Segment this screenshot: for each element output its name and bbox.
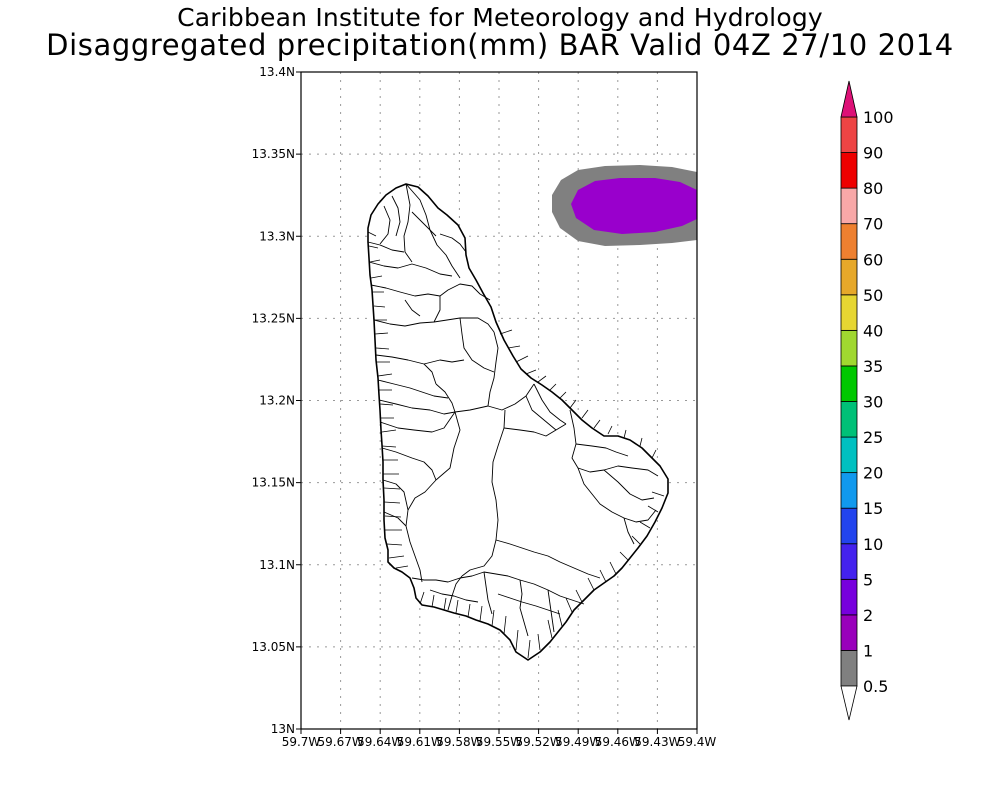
colorbar-swatch xyxy=(840,294,858,331)
colorbar-swatch xyxy=(840,650,858,687)
lat-tick-label: 13.2N xyxy=(259,394,295,408)
colorbar-label: 80 xyxy=(863,179,883,198)
lat-tick-label: 13.15N xyxy=(252,476,295,490)
lat-tick-label: 13.4N xyxy=(259,65,295,79)
colorbar-label: 5 xyxy=(863,570,873,589)
colorbar-swatch xyxy=(840,187,858,225)
lat-tick-label: 13N xyxy=(271,722,295,736)
lon-tick-label: 59.64W xyxy=(357,735,403,749)
lat-tick-label: 13.3N xyxy=(259,229,295,243)
colorbar-label: 35 xyxy=(863,357,883,376)
chart-title-line2: Disaggregated precipitation(mm) BAR Vali… xyxy=(46,28,954,62)
colorbar-swatch xyxy=(840,365,858,402)
lon-tick-label: 59.52W xyxy=(515,735,561,749)
colorbar-swatch xyxy=(840,223,858,260)
colorbar-swatch xyxy=(840,507,858,545)
lon-tick-label: 59.58W xyxy=(436,735,482,749)
precip-shading xyxy=(552,165,697,246)
latitude-axis: 13N 13.05N 13.1N 13.15N 13.2N 13.25N 13.3N 13.3… xyxy=(252,65,301,736)
colorbar-max-arrow xyxy=(840,80,858,118)
colorbar-label: 25 xyxy=(863,428,883,447)
island-coastline xyxy=(367,183,669,661)
colorbar-swatch xyxy=(840,401,858,438)
colorbar-label: 2 xyxy=(863,606,873,625)
colorbar-label: 40 xyxy=(863,321,883,340)
colorbar-swatch xyxy=(840,578,858,616)
parish-boundaries xyxy=(367,183,659,637)
colorbar-label: 0.5 xyxy=(863,677,888,696)
lat-tick-label: 13.25N xyxy=(252,311,295,325)
colorbar-swatch xyxy=(840,472,858,509)
longitude-axis: 59.7W59.67W59.64W59.61W59.58W59.55W59.52… xyxy=(282,729,717,749)
colorbar-label: 60 xyxy=(863,250,883,269)
lat-tick-label: 13.35N xyxy=(252,147,295,161)
colorbar-label: 30 xyxy=(863,393,883,412)
colorbar-label: 100 xyxy=(863,108,894,127)
colorbar-label: 50 xyxy=(863,286,883,305)
colorbar-label: 20 xyxy=(863,464,883,483)
lon-tick-label: 59.7W xyxy=(282,735,321,749)
lon-tick-label: 59.4W xyxy=(678,735,717,749)
coastline-detail-south xyxy=(419,491,665,659)
chart-title-line1: Caribbean Institute for Meteorology and … xyxy=(177,3,823,32)
colorbar-swatch xyxy=(840,329,858,367)
colorbar-swatch xyxy=(840,436,858,474)
colorbar-swatch xyxy=(840,258,858,296)
colorbar-swatch xyxy=(840,152,858,189)
lon-tick-label: 59.46W xyxy=(595,735,641,749)
colorbar-label: 90 xyxy=(863,144,883,163)
lon-tick-label: 59.43W xyxy=(634,735,680,749)
lat-tick-label: 13.1N xyxy=(259,558,295,572)
lon-tick-label: 59.67W xyxy=(317,735,363,749)
lon-tick-label: 59.49W xyxy=(555,735,601,749)
colorbar-label: 15 xyxy=(863,499,883,518)
colorbar-label: 1 xyxy=(863,641,873,660)
lon-tick-label: 59.61W xyxy=(397,735,443,749)
colorbar-min-arrow xyxy=(840,685,858,721)
coastline-detail-east xyxy=(499,329,657,459)
colorbar-swatch xyxy=(840,614,858,651)
barbados-island xyxy=(367,183,669,661)
colorbar-swatch xyxy=(840,543,858,580)
lat-tick-label: 13.05N xyxy=(252,640,295,654)
colorbar-swatch xyxy=(840,116,858,153)
colorbar-label: 10 xyxy=(863,535,883,554)
colorbar-label: 70 xyxy=(863,215,883,234)
coastline-detail-west xyxy=(367,231,409,569)
precip-area-1-to-2mm xyxy=(571,178,697,234)
lon-tick-label: 59.55W xyxy=(476,735,522,749)
